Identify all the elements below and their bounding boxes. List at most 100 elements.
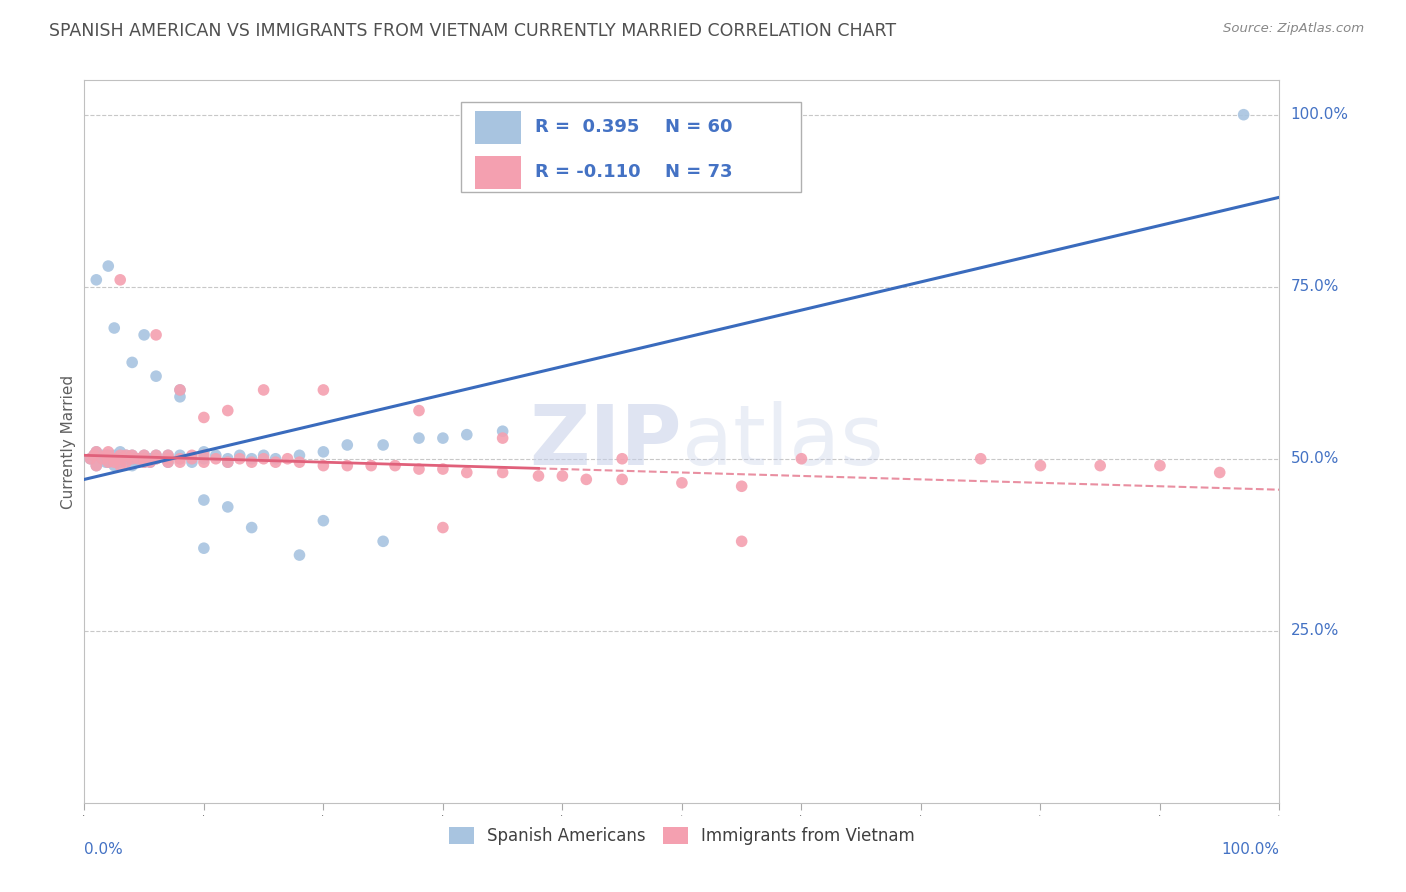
Text: 75.0%: 75.0% <box>1291 279 1339 294</box>
Point <box>110 451 132 466</box>
Point <box>132 451 156 466</box>
Point <box>121 448 143 462</box>
Point <box>94 448 117 462</box>
Point <box>181 448 204 462</box>
Point <box>181 455 204 469</box>
Point <box>312 383 335 397</box>
Point <box>97 259 120 273</box>
Point <box>86 273 108 287</box>
Point <box>169 455 191 469</box>
Point <box>169 383 191 397</box>
Point <box>83 448 105 462</box>
Point <box>432 462 454 476</box>
Point <box>103 458 125 473</box>
Point <box>103 321 125 335</box>
Point <box>103 448 125 462</box>
Point <box>157 451 180 466</box>
Point <box>1233 108 1256 122</box>
Point <box>145 451 167 466</box>
Point <box>86 458 108 473</box>
Point <box>671 475 693 490</box>
Point <box>408 403 430 417</box>
Point <box>169 390 191 404</box>
Point <box>312 445 335 459</box>
Point <box>91 448 114 462</box>
Point <box>551 469 574 483</box>
FancyBboxPatch shape <box>475 156 520 189</box>
Point <box>205 451 228 466</box>
Point <box>115 448 138 462</box>
Point <box>312 514 335 528</box>
Point <box>970 451 993 466</box>
FancyBboxPatch shape <box>461 102 801 193</box>
Point <box>312 458 335 473</box>
Point <box>110 273 132 287</box>
Legend: Spanish Americans, Immigrants from Vietnam: Spanish Americans, Immigrants from Vietn… <box>449 827 915 845</box>
Point <box>145 448 167 462</box>
Point <box>110 448 132 462</box>
Point <box>360 458 382 473</box>
Point <box>288 448 311 462</box>
Point <box>127 451 149 466</box>
Point <box>217 451 239 466</box>
Point <box>132 455 156 469</box>
Point <box>373 438 395 452</box>
Point <box>612 451 634 466</box>
Point <box>97 455 120 469</box>
Point <box>139 451 162 466</box>
Point <box>121 451 143 466</box>
Point <box>575 472 598 486</box>
Point <box>79 451 101 466</box>
Point <box>139 455 162 469</box>
Point <box>121 355 143 369</box>
Point <box>253 451 276 466</box>
Text: R =  0.395: R = 0.395 <box>534 119 640 136</box>
Point <box>110 445 132 459</box>
Point <box>384 458 406 473</box>
Point <box>169 383 191 397</box>
Text: 100.0%: 100.0% <box>1222 842 1279 856</box>
Point <box>288 455 311 469</box>
Point <box>115 455 138 469</box>
Point <box>217 403 239 417</box>
Point <box>217 455 239 469</box>
Text: R = -0.110: R = -0.110 <box>534 163 641 181</box>
Point <box>527 469 550 483</box>
Text: 0.0%: 0.0% <box>84 842 124 856</box>
Point <box>157 455 180 469</box>
Point <box>373 534 395 549</box>
Point <box>121 451 143 466</box>
Y-axis label: Currently Married: Currently Married <box>60 375 76 508</box>
Point <box>217 500 239 514</box>
Text: SPANISH AMERICAN VS IMMIGRANTS FROM VIETNAM CURRENTLY MARRIED CORRELATION CHART: SPANISH AMERICAN VS IMMIGRANTS FROM VIET… <box>49 22 897 40</box>
Point <box>157 451 180 466</box>
Point <box>456 466 478 480</box>
Point <box>157 448 180 462</box>
Point <box>193 451 215 466</box>
Point <box>264 451 287 466</box>
Point <box>97 455 120 469</box>
Point <box>103 455 125 469</box>
Text: Source: ZipAtlas.com: Source: ZipAtlas.com <box>1223 22 1364 36</box>
Point <box>408 462 430 476</box>
Point <box>277 451 299 466</box>
Point <box>336 458 359 473</box>
Point <box>115 451 138 466</box>
Point <box>157 448 180 462</box>
Point <box>193 493 215 508</box>
Point <box>193 410 215 425</box>
Point <box>83 448 105 462</box>
Text: atlas: atlas <box>682 401 883 482</box>
Point <box>110 455 132 469</box>
Point <box>1029 458 1052 473</box>
Point <box>97 445 120 459</box>
Point <box>97 448 120 462</box>
Point <box>193 445 215 459</box>
Point <box>145 327 167 342</box>
Point <box>169 451 191 466</box>
Point <box>731 479 754 493</box>
Point <box>86 445 108 459</box>
Point <box>1209 466 1232 480</box>
Point <box>1149 458 1171 473</box>
Point <box>229 451 252 466</box>
